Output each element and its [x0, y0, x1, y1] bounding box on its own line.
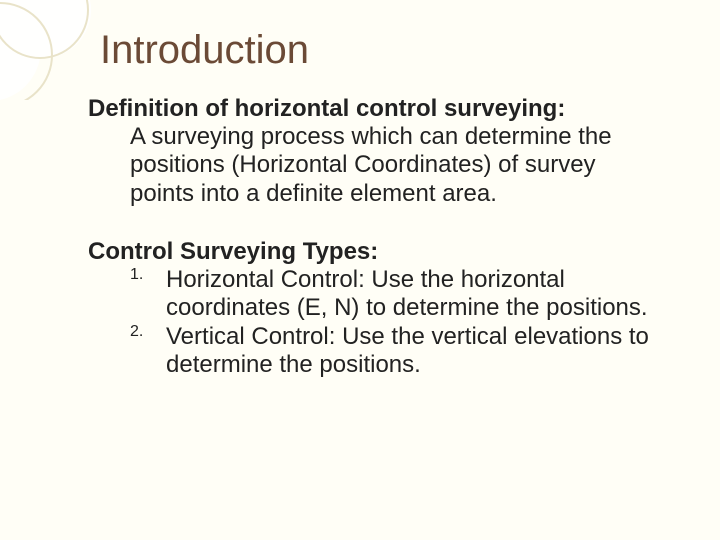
definition-heading: Definition of horizontal control surveyi… [88, 95, 660, 123]
list-text: Vertical Control: Use the vertical eleva… [166, 323, 649, 378]
list-item: 1. Horizontal Control: Use the horizonta… [130, 266, 660, 323]
definition-body: A surveying process which can determine … [130, 123, 660, 208]
list-number: 2. [130, 323, 143, 342]
list-item: 2. Vertical Control: Use the vertical el… [130, 323, 660, 380]
slide-title: Introduction [100, 28, 660, 73]
types-list: 1. Horizontal Control: Use the horizonta… [130, 266, 660, 379]
types-heading: Control Surveying Types: [88, 238, 660, 266]
slide-content: Introduction Definition of horizontal co… [0, 0, 720, 399]
list-text: Horizontal Control: Use the horizontal c… [166, 266, 648, 321]
list-number: 1. [130, 266, 143, 285]
